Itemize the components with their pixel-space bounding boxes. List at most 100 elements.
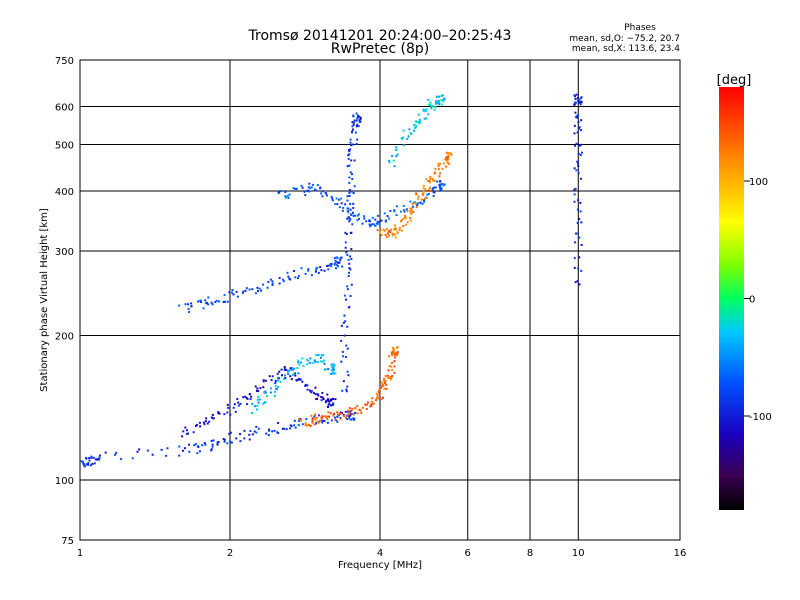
data-point [392, 347, 395, 350]
data-point [283, 427, 286, 430]
data-point [350, 190, 353, 193]
data-point [295, 379, 298, 382]
data-point [580, 119, 583, 122]
data-point [579, 100, 582, 103]
data-point [239, 402, 242, 405]
data-point [393, 210, 396, 213]
data-point [388, 159, 391, 162]
data-point [357, 125, 360, 128]
data-point [222, 437, 225, 440]
data-point [326, 405, 329, 408]
data-point [350, 418, 353, 421]
data-point [329, 412, 332, 415]
data-point [393, 165, 396, 168]
data-point [321, 360, 324, 363]
data-point [374, 218, 377, 221]
data-point [298, 378, 301, 381]
data-point [345, 344, 348, 347]
data-point [392, 352, 395, 355]
data-point [387, 376, 390, 379]
data-point [388, 161, 391, 164]
data-point [409, 200, 412, 203]
data-point [384, 379, 387, 382]
data-point [186, 429, 189, 432]
data-point [326, 421, 329, 424]
data-point [297, 378, 300, 381]
data-point [297, 361, 300, 364]
data-point [388, 217, 391, 220]
data-point [393, 351, 396, 354]
data-point [376, 229, 379, 232]
data-point [577, 121, 580, 124]
data-point [578, 144, 581, 147]
data-point [394, 356, 397, 359]
data-point [298, 363, 301, 366]
data-point [346, 288, 349, 291]
y-tick-label: 300 [55, 247, 74, 258]
data-point [348, 150, 351, 153]
y-tick-label: 600 [55, 103, 74, 114]
data-point [353, 119, 356, 122]
data-point [332, 402, 335, 405]
data-point [384, 220, 387, 223]
data-point [356, 123, 359, 126]
data-point [434, 106, 437, 109]
data-point [402, 209, 405, 212]
data-point [196, 445, 199, 448]
data-point [378, 231, 381, 234]
data-point [348, 220, 351, 223]
data-point [383, 377, 386, 380]
data-point [239, 440, 242, 443]
data-point [212, 439, 215, 442]
data-point [350, 258, 353, 261]
data-point [181, 435, 184, 438]
data-point [335, 263, 338, 266]
data-point [232, 406, 235, 409]
data-point [287, 275, 290, 278]
data-point [389, 230, 392, 233]
data-point [388, 234, 391, 237]
data-point [423, 199, 426, 202]
data-point [217, 411, 220, 414]
data-point [422, 185, 425, 188]
data-point [234, 410, 237, 413]
data-point [334, 372, 337, 375]
data-point [349, 218, 352, 221]
data-point [356, 412, 359, 415]
data-point [283, 367, 286, 370]
data-point [393, 228, 396, 231]
y-tick-label: 75 [61, 536, 74, 547]
data-point [303, 190, 306, 193]
data-point [577, 172, 580, 175]
data-point [198, 421, 201, 424]
data-point [90, 455, 93, 458]
data-point [222, 301, 225, 304]
data-point [244, 395, 247, 398]
data-point [351, 177, 354, 180]
data-point [363, 215, 366, 218]
data-point [363, 217, 366, 220]
data-point [438, 163, 441, 166]
data-point [297, 359, 300, 362]
data-point [340, 324, 343, 327]
data-point [385, 228, 388, 231]
data-point [352, 206, 355, 209]
data-point [223, 440, 226, 443]
data-point [441, 167, 444, 170]
data-point [304, 384, 307, 387]
data-point [374, 224, 377, 227]
data-point [347, 414, 350, 417]
data-point [342, 380, 345, 383]
data-point [344, 246, 347, 249]
data-point [573, 124, 576, 127]
data-point [187, 432, 190, 435]
data-point [356, 116, 359, 119]
data-point [347, 275, 350, 278]
data-point [309, 357, 312, 360]
data-point [427, 98, 430, 101]
data-point [328, 402, 331, 405]
data-point [316, 420, 319, 423]
data-point [210, 449, 213, 452]
data-point [249, 398, 252, 401]
data-point [300, 419, 303, 422]
